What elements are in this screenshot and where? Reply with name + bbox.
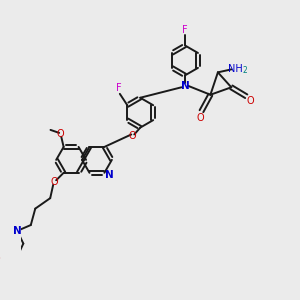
Text: O: O: [246, 96, 253, 106]
Text: 2: 2: [243, 66, 248, 75]
Text: N: N: [13, 226, 22, 236]
Text: F: F: [116, 83, 122, 93]
Text: O: O: [56, 129, 64, 140]
Text: NH: NH: [228, 64, 243, 74]
Text: N: N: [181, 81, 189, 91]
Text: O: O: [196, 113, 204, 123]
Text: F: F: [182, 25, 188, 35]
Text: O: O: [51, 177, 59, 187]
Text: N: N: [104, 170, 113, 180]
Text: O: O: [129, 131, 136, 141]
